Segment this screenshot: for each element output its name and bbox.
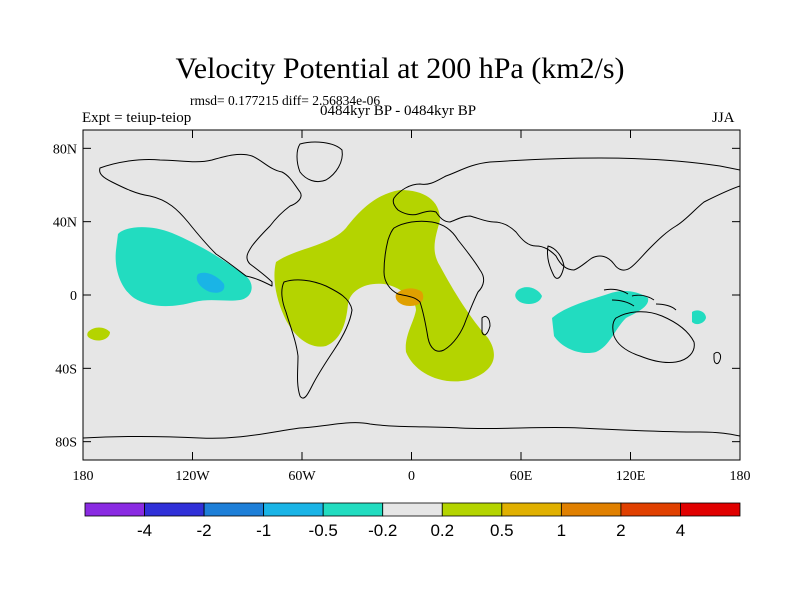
colorbar-label: 1 xyxy=(557,521,566,540)
neg-anomaly-indian-ocean xyxy=(515,287,542,304)
colorbar-swatch xyxy=(441,502,503,517)
colorbar-label: 0.5 xyxy=(490,521,514,540)
lon-tick-label: 180 xyxy=(73,469,94,484)
period-label: 0484kyr BP - 0484kyr BP xyxy=(320,103,477,119)
colorbar-swatch xyxy=(620,502,681,517)
colorbar-swatch xyxy=(144,502,205,517)
colorbar-label: -1 xyxy=(256,521,271,540)
lat-tick-label: 80N xyxy=(53,142,77,157)
coast-australia xyxy=(612,311,695,363)
neg-anomaly-maritime xyxy=(552,291,649,354)
neg-anomaly-maritime-east xyxy=(692,310,706,325)
colorbar-swatch xyxy=(501,502,562,517)
colorbar-label: 2 xyxy=(616,521,625,540)
coastlines xyxy=(83,141,740,439)
lat-tick-label: 40S xyxy=(55,362,77,377)
colorbar-label: 4 xyxy=(676,521,685,540)
anomaly-fields xyxy=(87,190,706,382)
colorbar-swatch xyxy=(680,502,741,517)
colorbar-swatch xyxy=(322,502,384,517)
colorbar-swatch xyxy=(560,502,622,517)
coast-antarctica xyxy=(83,422,740,439)
coast-new-zealand xyxy=(713,351,721,365)
stats-text: rmsd= 0.177215 diff= 2.56834e-06 xyxy=(190,93,381,108)
lon-tick-label: 60W xyxy=(288,469,316,484)
coast-maritime-islands xyxy=(603,288,677,311)
neg-anomaly-small-patch xyxy=(87,327,110,341)
lon-tick-label: 120W xyxy=(175,469,210,484)
latitude-axis: 80N 40N 0 40S 80S xyxy=(53,142,740,451)
coast-greenland xyxy=(296,141,343,183)
lon-tick-label: 0 xyxy=(408,469,415,484)
colorbar-label: 0.2 xyxy=(430,521,454,540)
coast-eurasia xyxy=(392,157,740,271)
coast-south-america xyxy=(281,279,353,399)
colorbar-label: -0.2 xyxy=(368,521,397,540)
colorbar-swatch xyxy=(382,502,443,517)
colorbar-swatch xyxy=(203,502,265,517)
colorbar-swatch xyxy=(263,502,324,517)
coast-north-america xyxy=(99,153,302,287)
lon-tick-label: 60E xyxy=(510,469,533,484)
neg-core-east-pacific xyxy=(196,272,225,293)
coast-madagascar xyxy=(481,315,491,336)
pos-anomaly-atlantic-africa xyxy=(274,190,494,382)
lon-tick-label: 120E xyxy=(616,469,646,484)
coast-india xyxy=(547,245,565,279)
chart-title: Velocity Potential at 200 hPa (km2/s) xyxy=(175,52,625,85)
lat-tick-label: 40N xyxy=(53,216,77,231)
longitude-axis: 180 120W 60W 0 60E 120E 180 xyxy=(73,130,751,484)
coast-africa xyxy=(383,220,485,352)
colorbar-label: -2 xyxy=(197,521,212,540)
colorbar-swatch xyxy=(84,502,145,517)
season-label: JJA xyxy=(712,110,735,126)
lat-tick-label: 0 xyxy=(70,289,77,304)
pos-core-africa xyxy=(395,288,424,306)
colorbar-label: -0.5 xyxy=(309,521,338,540)
colorbar-label: -4 xyxy=(137,521,152,540)
lat-tick-label: 80S xyxy=(55,436,77,451)
lon-tick-label: 180 xyxy=(730,469,751,484)
experiment-label: Expt = teiup-teiop xyxy=(82,110,192,126)
colorbar: -4 -2 -1 -0.5 -0.2 0.2 0.5 1 2 4 xyxy=(84,502,741,540)
